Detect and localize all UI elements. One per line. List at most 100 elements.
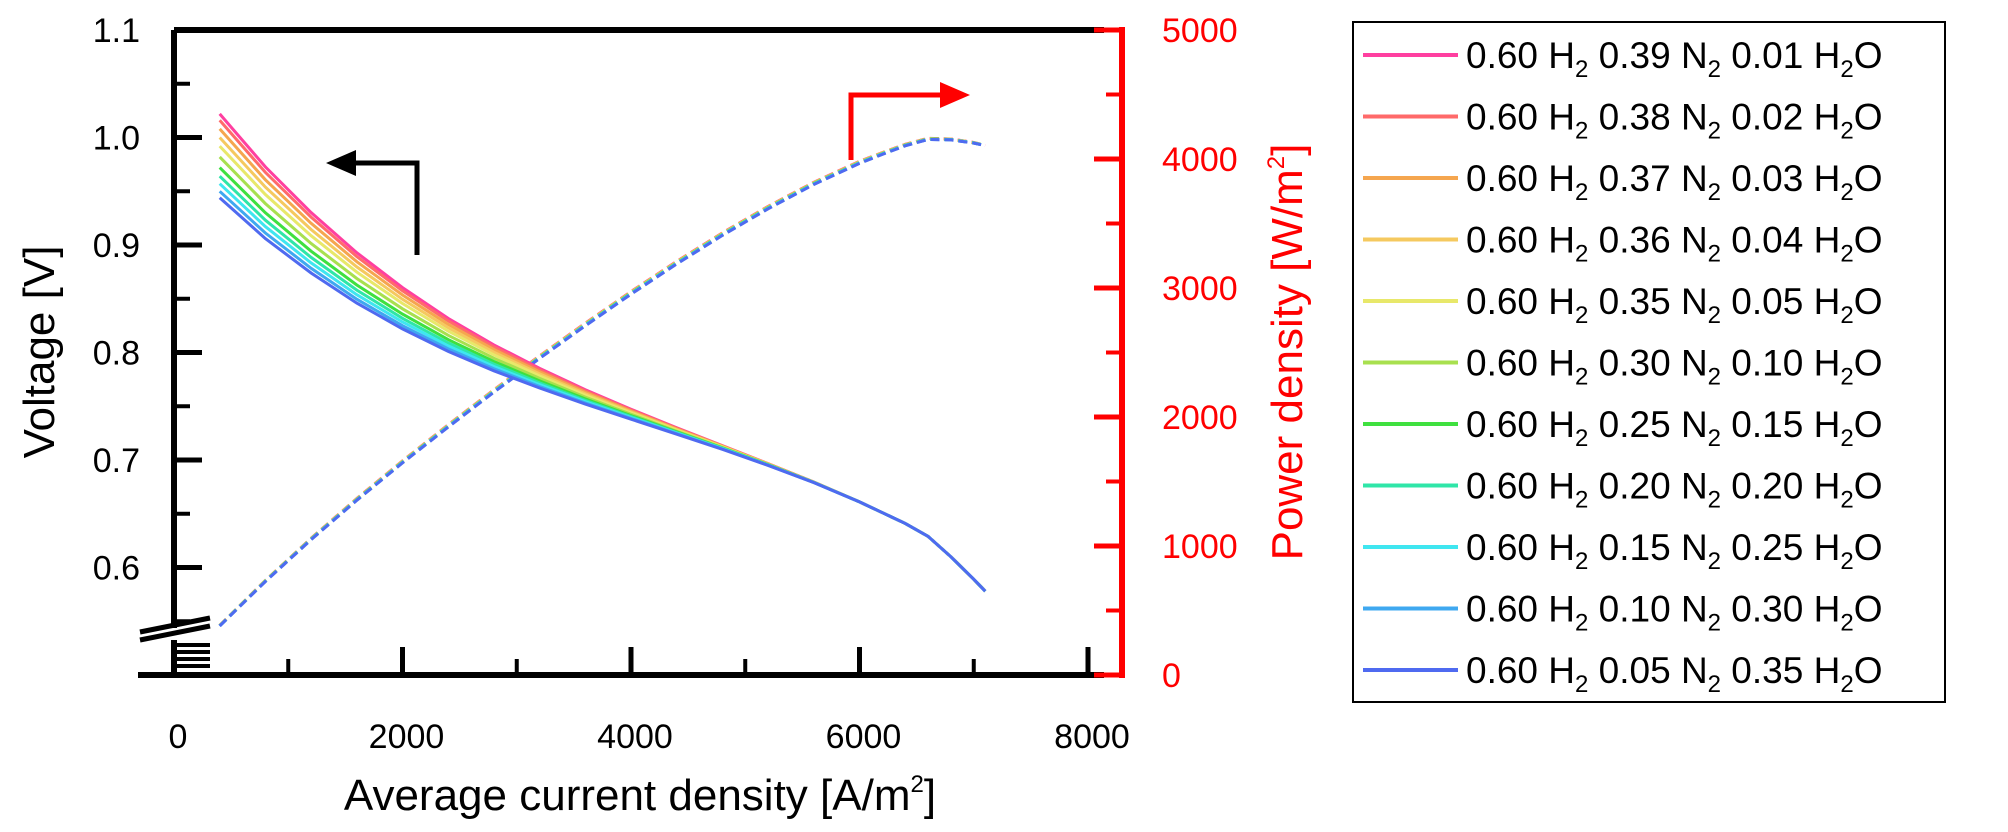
x-axis-title-end: ] xyxy=(924,771,936,820)
legend-text-part: 0.10 N xyxy=(1588,589,1707,630)
legend-text-part: 0.25 H xyxy=(1721,527,1840,568)
legend-subscript: 2 xyxy=(1840,302,1853,329)
legend-subscript: 2 xyxy=(1840,118,1853,145)
legend-label: 0.60 H2 0.10 N2 0.30 H2O xyxy=(1466,589,1882,637)
power-line xyxy=(218,137,986,627)
legend-subscript: 2 xyxy=(1575,241,1588,268)
y2-axis-title-main: Power density [W/m xyxy=(1263,169,1312,560)
voltage-axis-arrow xyxy=(326,150,420,255)
power-density-series xyxy=(218,136,986,628)
legend-label: 0.60 H2 0.39 N2 0.01 H2O xyxy=(1466,35,1882,83)
legend-subscript: 2 xyxy=(1575,548,1588,575)
legend-text-part: 0.60 H xyxy=(1466,650,1575,691)
legend-label: 0.60 H2 0.25 N2 0.15 H2O xyxy=(1466,404,1882,452)
legend-text-part: 0.20 N xyxy=(1588,466,1707,507)
legend-subscript: 2 xyxy=(1575,56,1588,83)
power-line xyxy=(218,136,986,627)
legend-text-part: 0.60 H xyxy=(1466,589,1575,630)
legend: 0.60 H2 0.39 N2 0.01 H2O 0.60 H2 0.38 N2 … xyxy=(1363,35,1882,698)
legend-subscript: 2 xyxy=(1708,548,1721,575)
y-axis-title: Voltage [V] xyxy=(15,246,64,459)
legend-text-part: O xyxy=(1854,527,1883,568)
legend-text-part: 0.15 H xyxy=(1721,404,1840,445)
y2-axis-title-sup: 2 xyxy=(1263,156,1290,169)
legend-subscript: 2 xyxy=(1840,487,1853,514)
legend-text-part: 0.05 H xyxy=(1721,281,1840,322)
legend-subscript: 2 xyxy=(1840,610,1853,637)
legend-subscript: 2 xyxy=(1708,671,1721,698)
legend-text-part: 0.60 H xyxy=(1466,343,1575,384)
x-axis-title: Average current density [A/m2] xyxy=(344,771,936,820)
legend-text-part: 0.60 H xyxy=(1466,35,1575,76)
legend-text-part: 0.60 H xyxy=(1466,158,1575,199)
x-tick-label: 8000 xyxy=(1054,718,1130,756)
power-line xyxy=(218,137,986,627)
legend-label: 0.60 H2 0.30 N2 0.10 H2O xyxy=(1466,343,1882,391)
y-tick-label: 1.1 xyxy=(93,12,140,50)
legend-subscript: 2 xyxy=(1840,548,1853,575)
voltage-line xyxy=(218,127,987,593)
legend-text-part: 0.20 H xyxy=(1721,466,1840,507)
legend-subscript: 2 xyxy=(1575,671,1588,698)
legend-subscript: 2 xyxy=(1840,671,1853,698)
legend-subscript: 2 xyxy=(1708,118,1721,145)
legend-text-part: 0.60 H xyxy=(1466,97,1575,138)
y2-tick-label: 1000 xyxy=(1162,528,1238,566)
x-tick-label: 2000 xyxy=(369,718,445,756)
legend-subscript: 2 xyxy=(1708,364,1721,391)
legend-text-part: 0.05 N xyxy=(1588,650,1707,691)
legend-subscript: 2 xyxy=(1708,610,1721,637)
legend-text-part: 0.03 H xyxy=(1721,158,1840,199)
legend-subscript: 2 xyxy=(1840,241,1853,268)
right-y-ticks: 0 1000 2000 3000 4000 5000 xyxy=(1094,12,1238,695)
legend-text-part: 0.60 H xyxy=(1466,527,1575,568)
legend-text-part: 0.15 N xyxy=(1588,527,1707,568)
legend-text-part: 0.60 H xyxy=(1466,281,1575,322)
legend-text-part: 0.36 N xyxy=(1588,220,1707,261)
legend-text-part: 0.04 H xyxy=(1721,220,1840,261)
legend-subscript: 2 xyxy=(1575,118,1588,145)
legend-subscript: 2 xyxy=(1575,364,1588,391)
axis-break xyxy=(139,615,211,675)
legend-text-part: 0.38 N xyxy=(1588,97,1707,138)
legend-text-part: 0.10 H xyxy=(1721,343,1840,384)
legend-text-part: 0.35 H xyxy=(1721,650,1840,691)
voltage-line xyxy=(218,155,987,593)
legend-subscript: 2 xyxy=(1575,487,1588,514)
legend-text-part: 0.30 H xyxy=(1721,589,1840,630)
y2-tick-label: 2000 xyxy=(1162,399,1238,437)
legend-label: 0.60 H2 0.05 N2 0.35 H2O xyxy=(1466,650,1882,698)
x-axis-title-sup: 2 xyxy=(910,771,923,798)
x-tick-label: 0 xyxy=(169,718,188,756)
legend-subscript: 2 xyxy=(1840,425,1853,452)
y2-tick-label: 0 xyxy=(1162,657,1181,695)
legend-subscript: 2 xyxy=(1575,302,1588,329)
legend-text-part: 0.60 H xyxy=(1466,466,1575,507)
left-y-ticks: 0.6 0.7 0.8 0.9 1.0 1.1 xyxy=(93,12,202,624)
legend-label: 0.60 H2 0.38 N2 0.02 H2O xyxy=(1466,97,1882,145)
y2-axis-title: Power density [W/m2] xyxy=(1263,144,1312,561)
y2-tick-label: 3000 xyxy=(1162,270,1238,308)
legend-text-part: O xyxy=(1854,281,1883,322)
legend-subscript: 2 xyxy=(1708,56,1721,83)
legend-label: 0.60 H2 0.20 N2 0.20 H2O xyxy=(1466,466,1882,514)
legend-subscript: 2 xyxy=(1575,425,1588,452)
legend-text-part: O xyxy=(1854,466,1883,507)
power-line xyxy=(218,137,986,627)
legend-label: 0.60 H2 0.36 N2 0.04 H2O xyxy=(1466,220,1882,268)
voltage-line xyxy=(218,136,987,593)
y-tick-label: 0.6 xyxy=(93,550,140,588)
legend-text-part: O xyxy=(1854,158,1883,199)
legend-text-part: O xyxy=(1854,220,1883,261)
power-line xyxy=(218,137,986,628)
legend-label: 0.60 H2 0.35 N2 0.05 H2O xyxy=(1466,281,1882,329)
legend-subscript: 2 xyxy=(1708,241,1721,268)
voltage-line xyxy=(218,196,987,593)
power-line xyxy=(218,137,986,627)
legend-subscript: 2 xyxy=(1840,179,1853,206)
legend-subscript: 2 xyxy=(1708,302,1721,329)
y2-tick-label: 5000 xyxy=(1162,12,1238,50)
y-tick-label: 0.8 xyxy=(93,335,140,373)
